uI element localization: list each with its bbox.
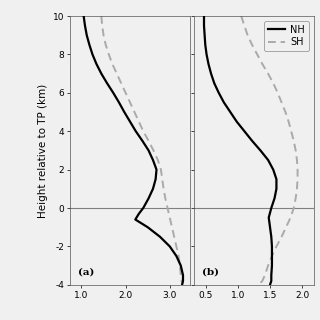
Text: (b): (b) (202, 268, 219, 277)
Legend: NH, SH: NH, SH (264, 21, 309, 51)
Y-axis label: Height relative to TP (km): Height relative to TP (km) (38, 83, 49, 218)
Text: (a): (a) (77, 268, 94, 277)
